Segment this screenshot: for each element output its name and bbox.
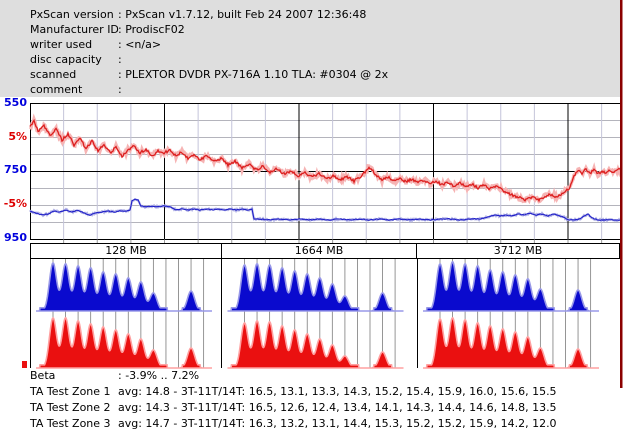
info-row-writer: writer used : <n/a> <box>0 37 620 52</box>
info-label: scanned <box>30 68 77 81</box>
ta-zone1-result-row: TA Test Zone 1 avg: 14.8 - 3T-11T/14T: 1… <box>0 384 627 400</box>
info-value: : ProdiscF02 <box>118 23 185 36</box>
result-label: Beta <box>30 369 56 382</box>
info-label: PxScan version <box>30 8 114 21</box>
info-row-scanned: scanned : PLEXTOR DVDR PX-716A 1.10 TLA:… <box>0 67 620 82</box>
ta-zone3-result-row: TA Test Zone 3 avg: 14.7 - 3T-11T/14T: 1… <box>0 416 627 432</box>
result-value: avg: 14.8 - 3T-11T/14T: 16.5, 13.1, 13.3… <box>118 385 557 398</box>
info-value: : <n/a> <box>118 38 162 51</box>
info-row-manufacturer: Manufacturer ID : ProdiscF02 <box>0 22 620 37</box>
info-value: : <box>118 53 122 66</box>
result-label: TA Test Zone 3 <box>30 417 111 430</box>
zone-label-cell-2: 1664 MB <box>221 243 417 259</box>
axis-tick-label-minus5pct: -5% <box>3 197 27 210</box>
info-label: comment <box>30 83 83 96</box>
ta-zone2-result-row: TA Test Zone 2 avg: 14.3 - 3T-11T/14T: 1… <box>0 400 627 416</box>
result-label: TA Test Zone 2 <box>30 401 111 414</box>
info-value: : <box>118 83 122 96</box>
result-value: avg: 14.7 - 3T-11T/14T: 16.3, 13.2, 13.1… <box>118 417 557 430</box>
result-value: : -3.9% .. 7.2% <box>118 369 200 382</box>
scan-info-panel: PxScan version : PxScan v1.7.12, built F… <box>0 0 620 97</box>
zone-label-cell-1: 128 MB <box>30 243 222 259</box>
info-value: : PxScan v1.7.12, built Feb 24 2007 12:3… <box>118 8 367 21</box>
axis-tick-label-5pct: 5% <box>8 130 27 143</box>
result-value: avg: 14.3 - 3T-11T/14T: 16.5, 12.6, 12.4… <box>118 401 557 414</box>
info-value: : PLEXTOR DVDR PX-716A 1.10 TLA: #0304 @… <box>118 68 389 81</box>
beta-result-row: Beta : -3.9% .. 7.2% <box>0 368 627 384</box>
zone-label-row: 128 MB 1664 MB 3712 MB <box>30 243 620 259</box>
axis-tick-label-550: 550 <box>4 96 27 109</box>
zone-label-cell-3: 3712 MB <box>416 243 620 259</box>
info-label: Manufacturer ID <box>30 23 119 36</box>
info-row-version: PxScan version : PxScan v1.7.12, built F… <box>0 7 620 22</box>
info-label: writer used <box>30 38 93 51</box>
axis-tick-label-750: 750 <box>4 163 27 176</box>
axis-tick-label-950: 950 <box>4 231 27 244</box>
result-label: TA Test Zone 1 <box>30 385 111 398</box>
info-label: disc capacity <box>30 53 102 66</box>
results-text-panel: Beta : -3.9% .. 7.2% TA Test Zone 1 avg:… <box>0 368 627 432</box>
info-row-comment: comment : <box>0 82 620 97</box>
info-row-capacity: disc capacity : <box>0 52 620 67</box>
